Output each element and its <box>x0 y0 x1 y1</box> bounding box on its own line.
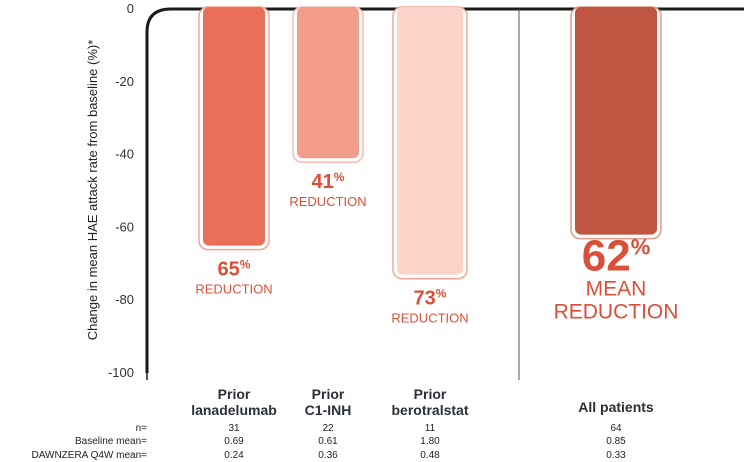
y-tick-label: -20 <box>115 74 134 89</box>
bars <box>198 6 662 280</box>
value-label: 65% <box>218 258 251 281</box>
value-number: 73 <box>414 288 436 310</box>
value-label: 41% <box>312 170 345 193</box>
y-tick-label: -80 <box>115 292 134 307</box>
bar <box>297 7 359 159</box>
category-label: Prior <box>312 386 345 402</box>
table-cell: 0.36 <box>318 450 338 461</box>
value-number: 41 <box>312 171 334 193</box>
table-row-label: DAWNZERA Q4W mean= <box>32 450 148 461</box>
value-number: 65 <box>218 259 240 281</box>
category-label-2: lanadelumab <box>191 402 277 418</box>
bar <box>575 7 657 235</box>
value-percent-sign: % <box>334 170 345 184</box>
category-label-2: C1-INH <box>305 402 352 418</box>
table-row-label: Baseline mean= <box>75 436 147 447</box>
table-cell: 31 <box>228 423 240 434</box>
data-table: n= Baseline mean= DAWNZERA Q4W mean= 31 0.69… <box>32 423 627 461</box>
category-label: Prior <box>218 386 251 402</box>
table-cell: 1.80 <box>420 436 440 447</box>
value-caption: REDUCTION <box>391 311 468 326</box>
value-caption: REDUCTION <box>289 194 366 209</box>
table-cell: 0.24 <box>224 450 244 461</box>
table-cell: 0.33 <box>606 450 626 461</box>
value-percent-sign: % <box>240 258 251 272</box>
y-tick-label: -100 <box>108 365 134 380</box>
table-cell: 11 <box>425 423 436 434</box>
table-cell: 22 <box>322 423 334 434</box>
value-percent-sign: % <box>436 287 447 301</box>
table-cell: 0.85 <box>606 436 626 447</box>
y-axis-label: Change in mean HAE attack rate from base… <box>85 40 100 341</box>
value-label: 73% <box>414 287 447 310</box>
table-cell: 0.61 <box>318 436 338 447</box>
value-caption-2: REDUCTION <box>554 301 679 324</box>
value-caption: MEAN <box>586 278 647 301</box>
bar <box>397 7 463 275</box>
category-label: Prior <box>414 386 447 402</box>
y-tick-label: -60 <box>115 219 134 234</box>
value-percent-sign: % <box>631 235 651 260</box>
value-number: 62 <box>582 232 631 281</box>
table-cell: 64 <box>610 423 622 434</box>
y-tick-label: 0 <box>127 1 134 16</box>
y-tick-label: -40 <box>115 147 134 162</box>
table-row-label: n= <box>136 423 148 434</box>
bar <box>203 7 265 246</box>
value-labels: 65%REDUCTION41%REDUCTION73%REDUCTION62%M… <box>195 170 678 325</box>
category-label-2: berotralstat <box>391 402 468 418</box>
y-axis: 0 -20 -40 -60 -80 -100 <box>108 1 744 380</box>
axis-line <box>145 7 744 373</box>
table-cell: 0.69 <box>224 436 244 447</box>
value-caption: REDUCTION <box>195 282 272 297</box>
category-label: All patients <box>578 399 654 415</box>
category-labels: PriorlanadelumabPriorC1-INHPriorberotral… <box>191 386 654 418</box>
table-cell: 0.48 <box>420 450 440 461</box>
value-label: 62% <box>582 232 651 281</box>
